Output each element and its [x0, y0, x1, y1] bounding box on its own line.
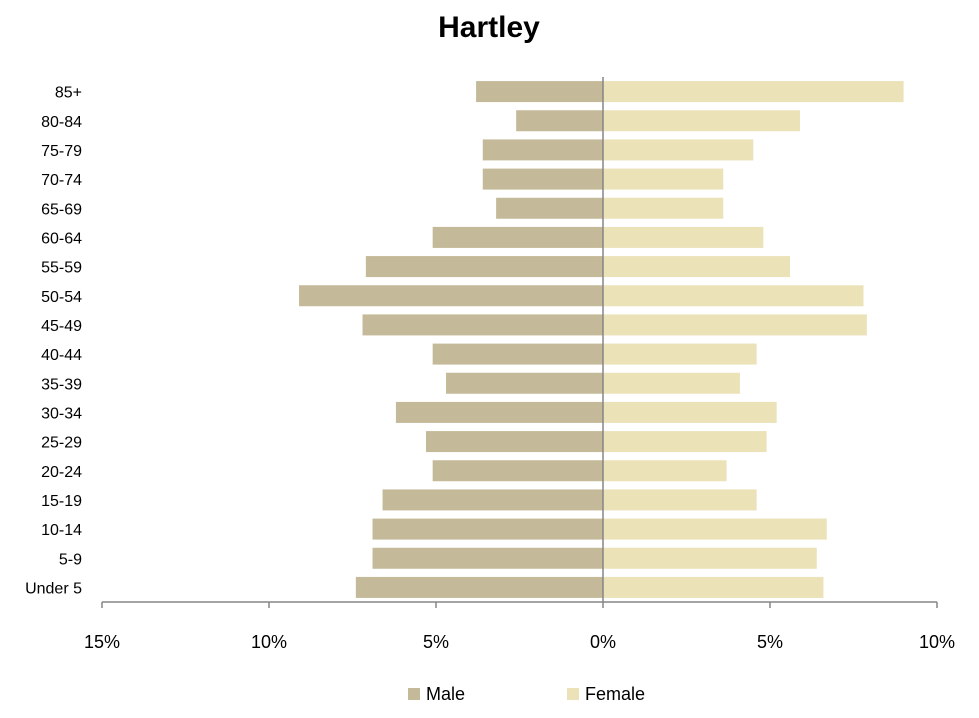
bar-male-2: [373, 519, 603, 540]
category-label-3: 15-19: [41, 493, 82, 510]
x-tick-label-3: 0%: [590, 632, 616, 652]
category-label-15: 75-79: [41, 143, 82, 160]
bar-female-8: [603, 344, 757, 365]
category-label-9: 45-49: [41, 318, 82, 335]
bars-layer: [299, 81, 904, 598]
category-label-10: 50-54: [41, 289, 82, 306]
bar-male-10: [299, 285, 603, 306]
bar-male-7: [446, 373, 603, 394]
category-label-0: Under 5: [25, 580, 82, 597]
bar-male-0: [356, 577, 603, 598]
legend-swatch-1: [567, 688, 579, 700]
bar-female-2: [603, 519, 827, 540]
x-tick-label-0: 15%: [84, 632, 120, 652]
bar-female-0: [603, 577, 823, 598]
chart-title: Hartley: [438, 11, 540, 44]
bar-male-11: [366, 256, 603, 277]
bar-male-3: [383, 489, 603, 510]
category-label-16: 80-84: [41, 114, 82, 131]
bar-male-9: [363, 314, 603, 335]
bar-male-12: [433, 227, 603, 248]
category-label-7: 35-39: [41, 376, 82, 393]
x-tick-label-4: 5%: [757, 632, 783, 652]
bar-female-13: [603, 198, 723, 219]
category-label-17: 85+: [55, 85, 82, 102]
category-label-4: 20-24: [41, 464, 82, 481]
category-label-5: 25-29: [41, 435, 82, 452]
bar-male-14: [483, 169, 603, 190]
bar-male-13: [496, 198, 603, 219]
category-labels: Under 5 5-9 10-14 15-19 20-24 25-29 30-34 35-39…: [25, 85, 82, 598]
bar-female-14: [603, 169, 723, 190]
bar-male-4: [433, 460, 603, 481]
legend-label-1: Female: [585, 684, 645, 704]
x-tick-label-5: 10%: [919, 632, 955, 652]
x-tick-label-2: 5%: [423, 632, 449, 652]
legend-label-0: Male: [426, 684, 465, 704]
category-label-13: 65-69: [41, 201, 82, 218]
category-label-1: 5-9: [59, 551, 82, 568]
bar-male-17: [476, 81, 603, 102]
bar-female-11: [603, 256, 790, 277]
bar-male-15: [483, 139, 603, 160]
bar-male-1: [373, 548, 603, 569]
bar-female-17: [603, 81, 904, 102]
bar-female-16: [603, 110, 800, 131]
bar-female-5: [603, 431, 767, 452]
x-tick-label-1: 10%: [251, 632, 287, 652]
category-label-11: 55-59: [41, 260, 82, 277]
bar-male-8: [433, 344, 603, 365]
bar-male-6: [396, 402, 603, 423]
bar-female-12: [603, 227, 763, 248]
category-label-14: 70-74: [41, 172, 82, 189]
bar-female-3: [603, 489, 757, 510]
category-label-6: 30-34: [41, 405, 82, 422]
legend-swatch-0: [408, 688, 420, 700]
bar-female-1: [603, 548, 817, 569]
bar-male-16: [516, 110, 603, 131]
bar-female-4: [603, 460, 727, 481]
bar-female-6: [603, 402, 777, 423]
bar-female-10: [603, 285, 864, 306]
category-label-12: 60-64: [41, 230, 82, 247]
bar-female-7: [603, 373, 740, 394]
legend: Male Female: [408, 684, 645, 704]
bar-female-15: [603, 139, 753, 160]
category-label-8: 40-44: [41, 347, 82, 364]
bar-male-5: [426, 431, 603, 452]
bar-female-9: [603, 314, 867, 335]
category-label-2: 10-14: [41, 522, 82, 539]
